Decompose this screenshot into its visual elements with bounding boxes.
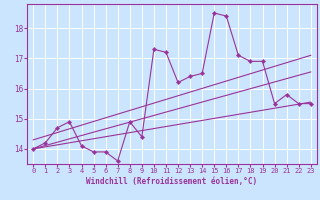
X-axis label: Windchill (Refroidissement éolien,°C): Windchill (Refroidissement éolien,°C) — [86, 177, 258, 186]
